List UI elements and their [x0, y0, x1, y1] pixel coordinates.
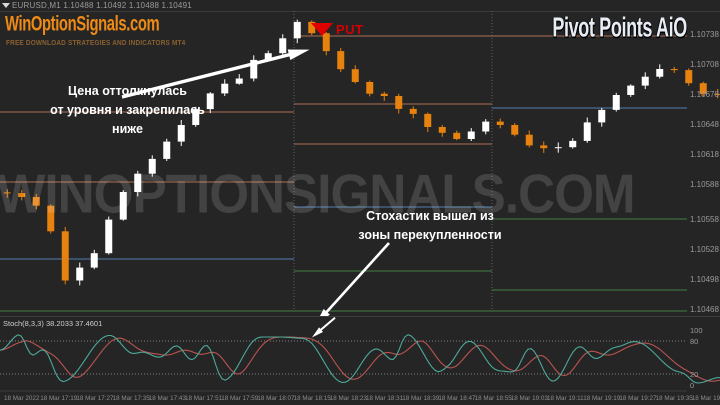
svg-text:1.10618: 1.10618 [690, 150, 719, 159]
svg-text:18 Mar 18:31: 18 Mar 18:31 [366, 395, 404, 402]
svg-text:1.10738: 1.10738 [690, 30, 719, 39]
svg-text:18 Mar 18:15: 18 Mar 18:15 [294, 395, 332, 402]
svg-text:100: 100 [690, 326, 703, 335]
svg-text:18 Mar 18:55: 18 Mar 18:55 [475, 395, 513, 402]
svg-text:18 Mar 2022: 18 Mar 2022 [4, 395, 40, 402]
svg-text:18 Mar 18:47: 18 Mar 18:47 [438, 395, 476, 402]
svg-text:18 Mar 17:27: 18 Mar 17:27 [76, 395, 114, 402]
svg-text:18 Mar 19:27: 18 Mar 19:27 [619, 395, 657, 402]
svg-text:1.10588: 1.10588 [690, 180, 719, 189]
svg-text:18 Mar 17:19: 18 Mar 17:19 [40, 395, 78, 402]
svg-text:18 Mar 19:03: 18 Mar 19:03 [511, 395, 549, 402]
svg-text:1.10528: 1.10528 [690, 245, 719, 254]
svg-text:20: 20 [690, 370, 698, 379]
svg-text:18 Mar 18:39: 18 Mar 18:39 [402, 395, 440, 402]
svg-text:18 Mar 19:43: 18 Mar 19:43 [692, 395, 720, 402]
svg-text:0: 0 [690, 381, 694, 390]
svg-text:18 Mar 19:19: 18 Mar 19:19 [583, 395, 621, 402]
svg-text:80: 80 [690, 337, 698, 346]
svg-text:PUT: PUT [336, 22, 364, 37]
svg-text:18 Mar 19:11: 18 Mar 19:11 [547, 395, 584, 402]
svg-text:Stoch(8,3,3) 38.2033 37.4601: Stoch(8,3,3) 38.2033 37.4601 [3, 319, 102, 328]
svg-text:18 Mar 19:35: 18 Mar 19:35 [656, 395, 694, 402]
svg-text:18 Mar 18:23: 18 Mar 18:23 [330, 395, 368, 402]
svg-text:18 Mar 18:07: 18 Mar 18:07 [257, 395, 295, 402]
svg-text:1.10648: 1.10648 [690, 120, 719, 129]
svg-text:18 Mar 17:35: 18 Mar 17:35 [113, 395, 151, 402]
svg-text:1.10678: 1.10678 [690, 90, 719, 99]
svg-text:1.10498: 1.10498 [690, 275, 719, 284]
svg-text:18 Mar 17:43: 18 Mar 17:43 [149, 395, 187, 402]
svg-text:1.10558: 1.10558 [690, 215, 719, 224]
svg-text:1.10708: 1.10708 [690, 60, 719, 69]
svg-text:18 Mar 17:51: 18 Mar 17:51 [185, 395, 223, 402]
svg-text:1.10468: 1.10468 [690, 305, 719, 314]
svg-text:18 Mar 17:59: 18 Mar 17:59 [221, 395, 259, 402]
